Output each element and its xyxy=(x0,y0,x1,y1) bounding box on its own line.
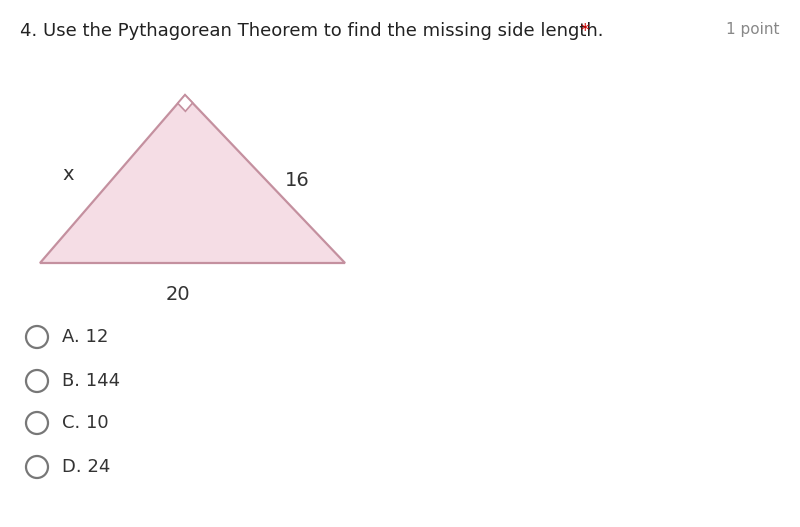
Text: D. 24: D. 24 xyxy=(62,458,110,476)
Text: A. 12: A. 12 xyxy=(62,328,108,346)
Polygon shape xyxy=(40,95,345,263)
Text: 16: 16 xyxy=(285,171,310,190)
Text: x: x xyxy=(62,165,74,184)
Text: B. 144: B. 144 xyxy=(62,372,120,390)
Text: 4. Use the Pythagorean Theorem to find the missing side length.: 4. Use the Pythagorean Theorem to find t… xyxy=(20,22,603,40)
Text: 20: 20 xyxy=(166,285,190,304)
Text: 1 point: 1 point xyxy=(726,22,780,37)
Text: C. 10: C. 10 xyxy=(62,414,109,432)
Text: *: * xyxy=(575,22,590,40)
Polygon shape xyxy=(178,95,193,111)
